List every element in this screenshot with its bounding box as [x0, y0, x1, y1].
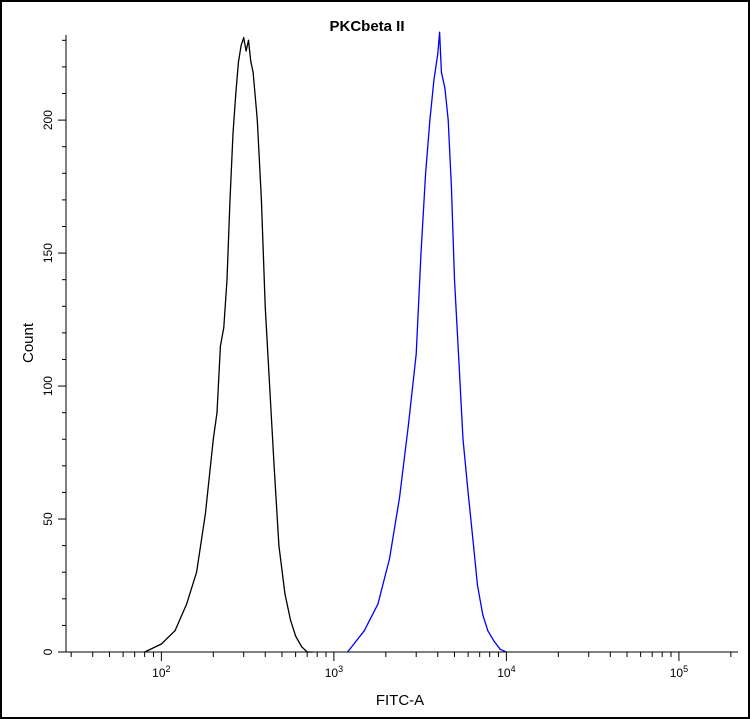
data-point: [301, 646, 303, 648]
data-point: [250, 61, 252, 63]
x-axis: 102 103 104 105: [66, 651, 738, 680]
data-point: [240, 45, 242, 47]
data-point: [462, 438, 464, 440]
data-point: [256, 119, 258, 121]
data-point: [437, 53, 439, 55]
data-point: [487, 630, 489, 632]
data-point: [420, 252, 422, 254]
data-point: [439, 31, 441, 33]
data-point: [450, 186, 452, 188]
data-point: [226, 279, 228, 281]
series-line-1: [347, 31, 507, 653]
y-axis-label: Count: [20, 322, 37, 363]
x-axis-label: FITC-A: [376, 692, 424, 709]
data-point: [268, 372, 270, 374]
data-point: [196, 571, 198, 573]
data-point: [264, 305, 266, 307]
data-point: [229, 199, 231, 201]
data-point: [232, 132, 234, 134]
data-point: [444, 87, 446, 89]
series-line-0: [144, 37, 313, 653]
data-point: [398, 497, 401, 499]
data-point: [407, 425, 409, 427]
data-point: [273, 465, 275, 467]
data-point: [415, 353, 417, 355]
data-point: [216, 412, 218, 414]
y-tick-label: 150: [41, 243, 55, 263]
data-point: [377, 603, 379, 605]
data-point: [482, 614, 484, 616]
data-point: [425, 172, 427, 174]
data-point: [476, 584, 479, 587]
y-tick-label: 0: [41, 648, 55, 655]
data-point: [219, 345, 221, 347]
x-tick-label: 102: [152, 664, 170, 680]
data-point: [278, 545, 280, 547]
data-point: [295, 635, 297, 637]
data-point: [440, 71, 442, 73]
x-tick-label: 104: [497, 664, 515, 680]
data-point: [186, 603, 188, 605]
x-tick-label: 103: [325, 664, 343, 680]
data-point: [212, 438, 214, 440]
data-point: [284, 592, 286, 595]
data-point: [223, 326, 225, 329]
data-point: [237, 61, 240, 63]
y-tick-label: 50: [41, 512, 55, 526]
data-point: [247, 39, 250, 41]
data-point: [458, 358, 460, 361]
data-point: [243, 37, 245, 39]
plot-area: [144, 31, 507, 653]
y-tick-label: 200: [41, 110, 55, 130]
data-point: [467, 491, 469, 493]
chart-title: PKCbeta II: [329, 18, 404, 35]
data-point: [252, 71, 254, 73]
data-point: [447, 119, 449, 121]
data-point: [388, 558, 391, 560]
data-point: [499, 648, 501, 650]
series-0: [144, 37, 313, 653]
data-point: [204, 513, 206, 515]
data-point: [260, 199, 262, 201]
series-1: [347, 31, 507, 653]
data-point: [363, 630, 365, 632]
y-tick-label: 100: [41, 376, 55, 396]
data-point: [433, 79, 435, 81]
x-tick-label: 105: [670, 664, 688, 680]
y-axis: 0 50 100 150 200: [41, 35, 67, 655]
data-point: [289, 619, 292, 621]
data-point: [235, 92, 237, 95]
data-point: [472, 539, 474, 541]
data-point: [493, 640, 495, 643]
data-point: [429, 119, 431, 121]
data-point: [174, 630, 176, 632]
data-point: [160, 643, 162, 645]
data-point: [245, 50, 247, 52]
data-point: [453, 279, 456, 281]
